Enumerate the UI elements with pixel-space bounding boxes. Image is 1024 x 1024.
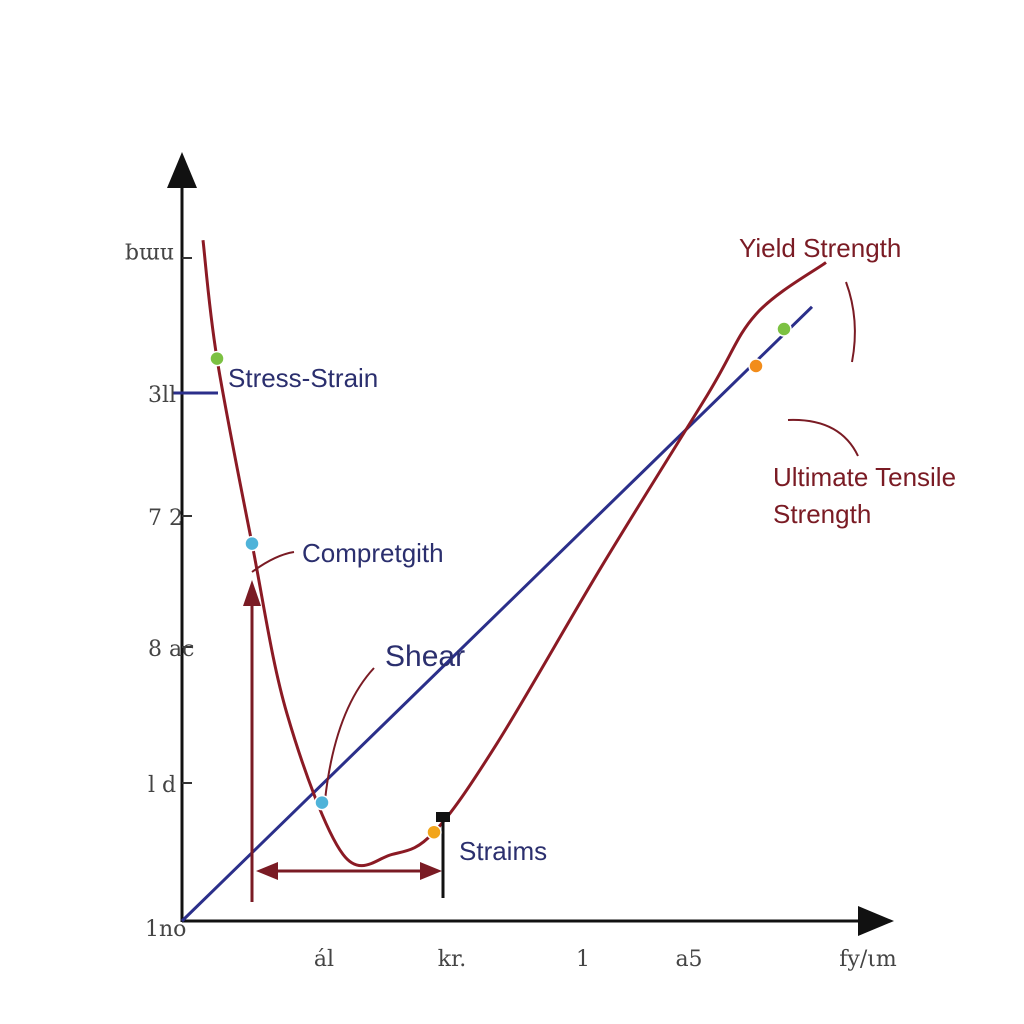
x-axis-arrow [858, 906, 894, 936]
annotation-ultimate-tensile: Ultimate Tensile [773, 462, 956, 492]
leader-lines [251, 281, 859, 801]
series-line-linear [180, 305, 814, 923]
points-layer [209, 321, 792, 840]
vertical-arrow-head [243, 580, 261, 606]
x-tick-label: a5 [675, 947, 702, 972]
data-point-0 [209, 350, 225, 367]
data-point-5 [776, 321, 792, 337]
annotation-straims: Straims [459, 836, 547, 866]
dimension-arrows [243, 580, 450, 902]
y-tick-label: nmq [125, 242, 174, 267]
x-tick-label: kr. [438, 947, 466, 972]
series-curve-stress-strain [201, 240, 827, 868]
annotation-stress-strain: Stress-Strain [228, 363, 378, 393]
x-tick-label: 1 [576, 947, 590, 972]
annotation-compretgith: Compretgith [302, 538, 444, 568]
y-tick-label: 1no [145, 917, 186, 942]
annotation-strength: Strength [773, 499, 871, 529]
y-tick-label: l d [148, 773, 176, 798]
horizontal-arrow-left-head [256, 862, 278, 880]
annotation-yield-strength: Yield Strength [739, 233, 901, 263]
x-tick-label: fy/ιm [839, 947, 897, 972]
leader-compretgith [251, 551, 295, 573]
annotation-shear: Shear [385, 640, 465, 673]
data-point-4 [748, 358, 764, 374]
leader-shear [324, 667, 375, 801]
y-tick-label: 8 ac [148, 637, 194, 662]
leader-yield [845, 281, 856, 363]
data-point-3 [426, 824, 442, 840]
data-point-1 [244, 535, 260, 552]
horizontal-arrow-right-head [420, 862, 442, 880]
x-tick-label: ál [314, 947, 334, 972]
leader-ultimate [787, 418, 859, 457]
strain-marker-cap [436, 812, 450, 822]
y-axis-arrow [167, 152, 197, 188]
y-tick-label: 7 2 [148, 506, 183, 531]
data-point-2 [314, 794, 330, 811]
y-tick-label: 3ll [148, 383, 176, 408]
